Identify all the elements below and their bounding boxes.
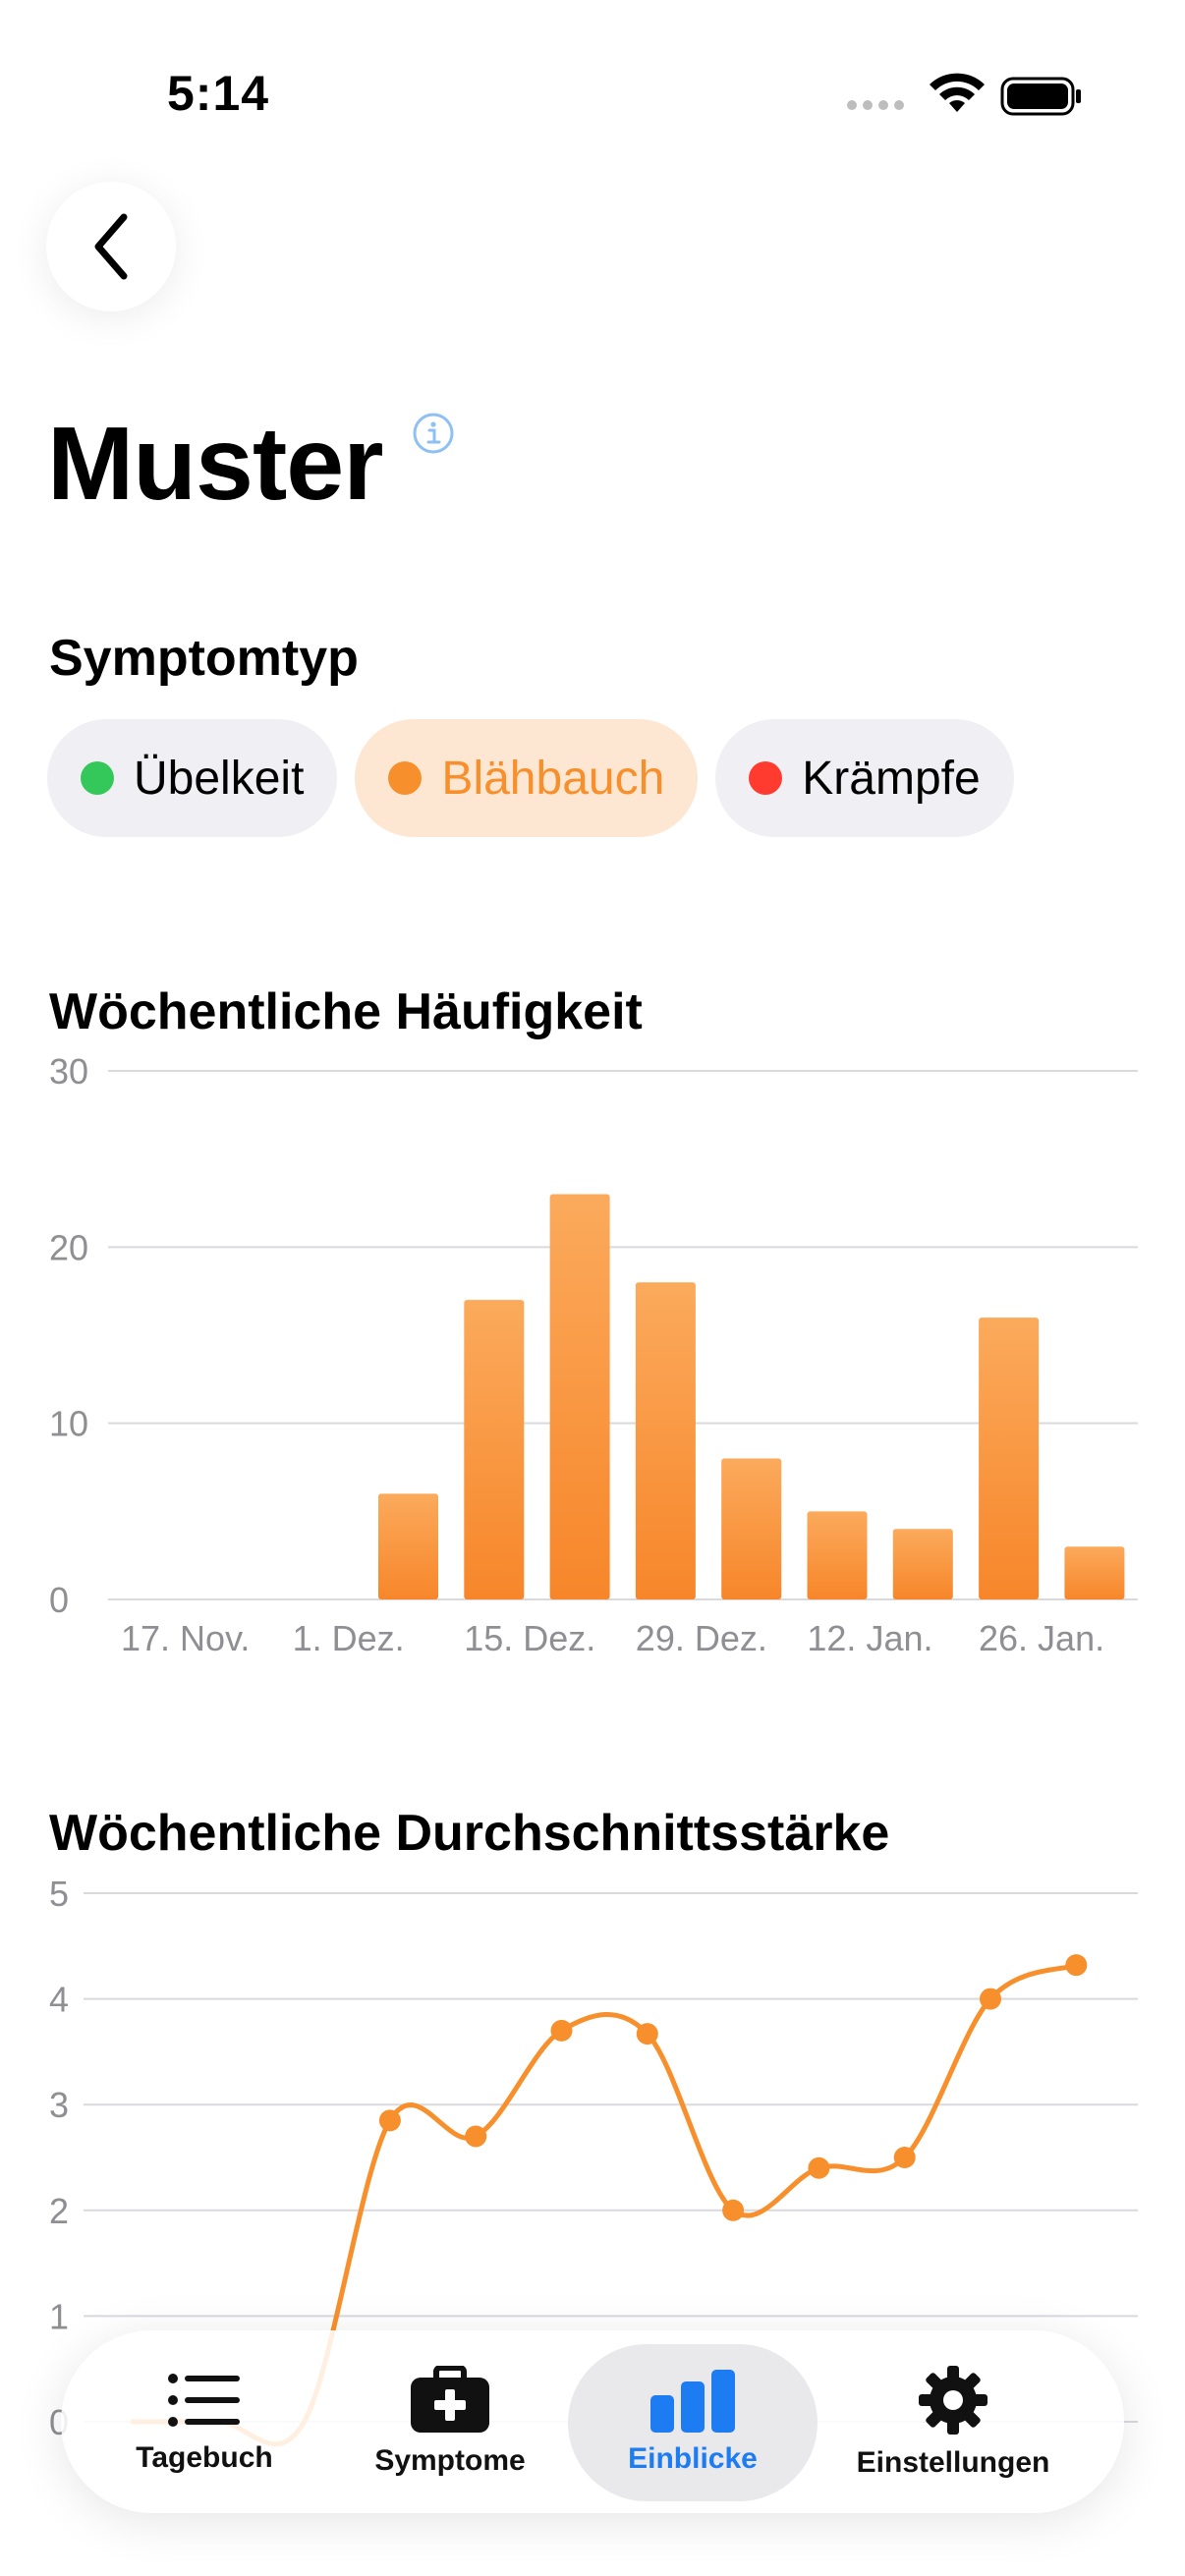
- data-point: [636, 2023, 658, 2045]
- bar: [378, 1493, 438, 1599]
- weekly-frequency-chart: 0 10 20 30 17. Nov. 1. Dez. 15. Dez. 29. Dez. 12…: [49, 1051, 1138, 1658]
- y-tick-label: 10: [49, 1404, 88, 1444]
- data-point: [550, 2019, 573, 2042]
- medical-kit-icon: [411, 2366, 489, 2433]
- bar: [549, 1194, 610, 1599]
- data-point: [980, 1988, 1001, 2010]
- cellular-signal-icon: [847, 100, 904, 110]
- x-tick-label: 29. Dez.: [636, 1618, 767, 1658]
- page-title: Muster: [47, 406, 384, 522]
- x-tick-label: 12. Jan.: [807, 1618, 932, 1658]
- data-point: [465, 2125, 487, 2148]
- bar: [892, 1529, 953, 1599]
- data-point: [722, 2199, 745, 2221]
- x-tick-label: 26. Jan.: [979, 1618, 1104, 1658]
- bar-chart-icon: [650, 2370, 735, 2433]
- chip-label: Blähbauch: [441, 752, 665, 805]
- chip-uebelkeit[interactable]: Übelkeit: [47, 719, 338, 837]
- gear-icon: [919, 2366, 988, 2435]
- battery-icon: [1000, 77, 1081, 116]
- y-tick-label: 4: [49, 1980, 69, 2020]
- x-tick-label: 15. Dez.: [464, 1618, 595, 1658]
- y-tick-label: 2: [49, 2191, 69, 2231]
- y-tick-label: 3: [49, 2085, 69, 2125]
- frequency-chart-title: Wöchentliche Häufigkeit: [49, 983, 643, 1040]
- status-time: 5:14: [167, 66, 270, 121]
- tab-einstellungen[interactable]: Einstellungen: [845, 2338, 1061, 2505]
- data-point: [378, 2109, 401, 2132]
- chip-label: Übelkeit: [134, 752, 305, 805]
- y-tick-label: 20: [49, 1227, 88, 1267]
- data-point: [808, 2156, 830, 2179]
- bar: [635, 1282, 696, 1599]
- x-tick-label: 1. Dez.: [293, 1618, 405, 1658]
- tab-label: Einstellungen: [856, 2446, 1050, 2479]
- tab-symptome[interactable]: Symptome: [352, 2338, 548, 2505]
- list-icon: [168, 2374, 240, 2427]
- chip-label: Krämpfe: [802, 752, 981, 805]
- tab-einblicke[interactable]: Einblicke: [594, 2338, 791, 2505]
- y-tick-label: 1: [49, 2296, 69, 2336]
- bar: [1064, 1546, 1125, 1599]
- green-dot-icon: [81, 761, 114, 795]
- info-icon[interactable]: [411, 411, 456, 456]
- bar: [721, 1458, 782, 1599]
- wifi-icon: [930, 73, 985, 112]
- bar: [807, 1511, 868, 1599]
- chevron-left-icon: [94, 213, 128, 280]
- orange-dot-icon: [388, 761, 423, 795]
- tab-label: Tagebuch: [136, 2441, 273, 2474]
- back-button[interactable]: [46, 182, 176, 311]
- y-tick-label: 5: [49, 1874, 69, 1914]
- chip-blaehbauch[interactable]: Blähbauch: [355, 719, 699, 837]
- symptom-type-label: Symptomtyp: [49, 630, 359, 687]
- x-tick-label: 17. Nov.: [121, 1618, 250, 1658]
- y-tick-label: 30: [49, 1051, 88, 1092]
- tab-label: Symptome: [374, 2444, 526, 2477]
- bar: [979, 1317, 1040, 1599]
- symptom-chip-group: Übelkeit Blähbauch Krämpfe: [47, 719, 1014, 837]
- bar: [464, 1300, 525, 1599]
- tab-label: Einblicke: [628, 2442, 758, 2475]
- red-dot-icon: [749, 761, 783, 795]
- chip-kraempfe[interactable]: Krämpfe: [715, 719, 1014, 837]
- data-point: [893, 2147, 916, 2168]
- data-point: [1065, 1954, 1088, 1977]
- tab-tagebuch[interactable]: Tagebuch: [116, 2338, 293, 2505]
- strength-chart-title: Wöchentliche Durchschnittsstärke: [49, 1805, 890, 1862]
- y-tick-label: 0: [49, 1580, 69, 1620]
